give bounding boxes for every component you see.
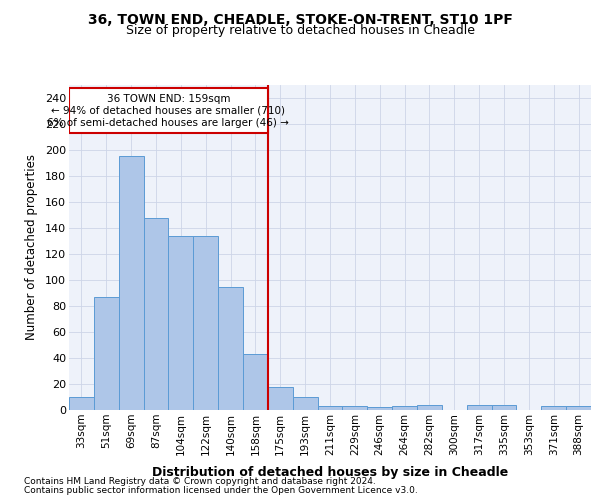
Bar	[218, 286, 243, 410]
Bar	[143, 218, 169, 410]
Bar	[293, 397, 317, 410]
Bar	[392, 406, 417, 410]
Bar	[491, 405, 517, 410]
Bar	[417, 405, 442, 410]
Bar	[69, 88, 268, 133]
X-axis label: Distribution of detached houses by size in Cheadle: Distribution of detached houses by size …	[152, 466, 508, 479]
Bar	[243, 354, 268, 410]
Bar	[367, 408, 392, 410]
Text: 6% of semi-detached houses are larger (46) →: 6% of semi-detached houses are larger (4…	[47, 118, 289, 128]
Bar	[169, 236, 193, 410]
Bar	[317, 406, 343, 410]
Bar	[119, 156, 143, 410]
Bar	[467, 405, 491, 410]
Y-axis label: Number of detached properties: Number of detached properties	[25, 154, 38, 340]
Text: 36, TOWN END, CHEADLE, STOKE-ON-TRENT, ST10 1PF: 36, TOWN END, CHEADLE, STOKE-ON-TRENT, S…	[88, 12, 512, 26]
Bar	[541, 406, 566, 410]
Text: Contains public sector information licensed under the Open Government Licence v3: Contains public sector information licen…	[24, 486, 418, 495]
Text: Contains HM Land Registry data © Crown copyright and database right 2024.: Contains HM Land Registry data © Crown c…	[24, 477, 376, 486]
Text: ← 94% of detached houses are smaller (710): ← 94% of detached houses are smaller (71…	[52, 106, 286, 116]
Text: 36 TOWN END: 159sqm: 36 TOWN END: 159sqm	[107, 94, 230, 104]
Bar	[268, 386, 293, 410]
Bar	[343, 406, 367, 410]
Bar	[69, 397, 94, 410]
Bar	[566, 406, 591, 410]
Text: Size of property relative to detached houses in Cheadle: Size of property relative to detached ho…	[125, 24, 475, 37]
Bar	[193, 236, 218, 410]
Bar	[94, 297, 119, 410]
